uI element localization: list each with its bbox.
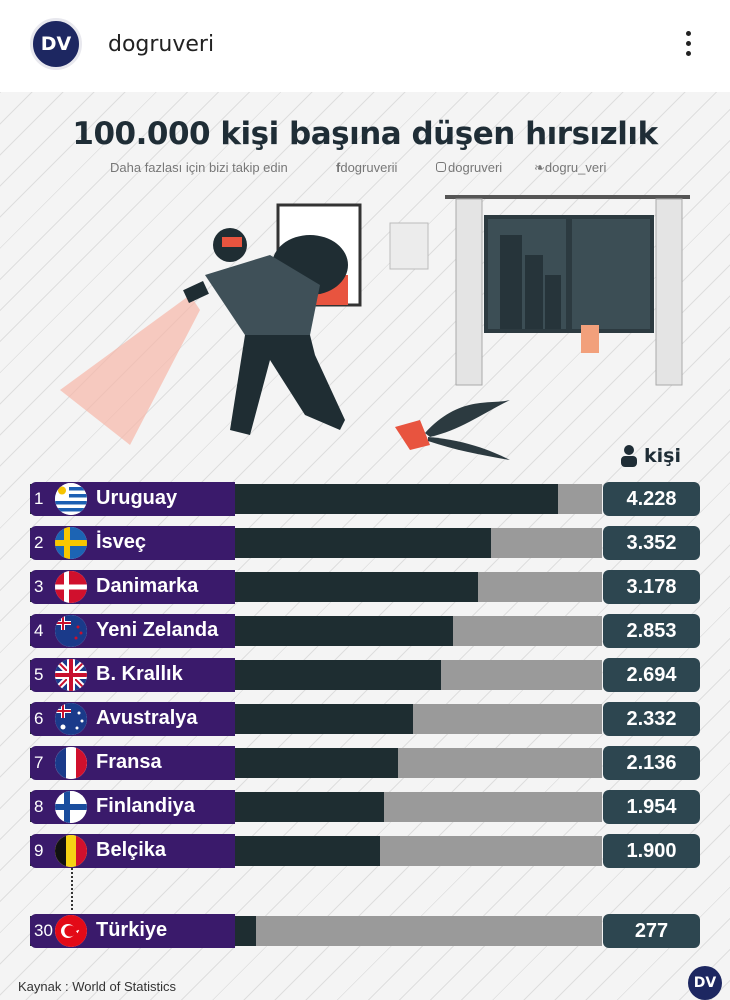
follow-text: Daha fazlası için bizi takip edin — [110, 160, 288, 175]
bar-row: 30 Türkiye 277 — [30, 914, 700, 948]
rank-label: 3 — [34, 577, 44, 596]
country-label: 4 Yeni Zelanda — [30, 614, 235, 648]
instagram-icon — [436, 162, 446, 172]
value-label: 2.853 — [603, 614, 700, 648]
rank-label: 7 — [34, 753, 44, 772]
more-options-icon[interactable] — [678, 28, 698, 64]
denmark-flag — [55, 571, 87, 603]
value-label: 1.954 — [603, 790, 700, 824]
value-label: 3.352 — [603, 526, 700, 560]
post-header: DV dogruveri — [0, 0, 730, 92]
curtain-rod — [445, 195, 690, 199]
page-title: 100.000 kişi başına düşen hırsızlık — [72, 116, 658, 152]
australia-flag — [55, 703, 87, 735]
instagram-handle: dogruveri — [436, 160, 502, 175]
new-zealand-flag — [55, 615, 87, 647]
uk-flag — [55, 659, 87, 691]
flashlight-beam — [60, 295, 200, 445]
country-label: 9 Belçika — [30, 834, 235, 868]
bar-row: 5 B. Krallık 2.694 — [30, 658, 700, 692]
country-label: 30 Türkiye — [30, 914, 235, 948]
france-flag — [55, 747, 87, 779]
rank-label: 1 — [34, 489, 44, 508]
value-label: 2.332 — [603, 702, 700, 736]
twitter-handle: ❧dogru_veri — [534, 160, 607, 175]
country-name: İsveç — [96, 531, 147, 553]
country-label: 5 B. Krallık — [30, 658, 235, 692]
country-name: Avustralya — [96, 707, 198, 729]
rank-label: 6 — [34, 709, 44, 728]
bar-row: 3 Danimarka 3.178 — [30, 570, 700, 604]
bar-row: 4 Yeni Zelanda 2.853 — [30, 614, 700, 648]
country-label: 3 Danimarka — [30, 570, 235, 604]
rank-gap-dots — [71, 868, 73, 910]
rank-label: 9 — [34, 841, 44, 860]
bar-row: 6 Avustralya 2.332 — [30, 702, 700, 736]
unit-legend: kişi — [620, 444, 681, 468]
belgium-flag — [55, 835, 87, 867]
country-name: Belçika — [96, 839, 167, 861]
account-name[interactable]: dogruveri — [108, 32, 215, 57]
country-label: 2 İsveç — [30, 526, 235, 560]
facebook-icon: f — [336, 160, 341, 175]
finland-flag — [55, 791, 87, 823]
country-label: 1 Uruguay — [30, 482, 235, 516]
bar-row: 7 Fransa 2.136 — [30, 746, 700, 780]
bar-row: 8 Finlandiya 1.954 — [30, 790, 700, 824]
value-label: 277 — [603, 914, 700, 948]
unit-label: kişi — [644, 445, 681, 467]
rank-label: 8 — [34, 797, 44, 816]
rank-label: 2 — [34, 533, 44, 552]
twitter-icon: ❧ — [534, 160, 545, 175]
value-label: 2.136 — [603, 746, 700, 780]
rank-label: 5 — [34, 665, 44, 684]
value-label: 1.900 — [603, 834, 700, 868]
country-name: Yeni Zelanda — [96, 619, 219, 641]
country-name: B. Krallık — [96, 663, 183, 685]
uruguay-flag — [55, 483, 87, 515]
country-name: Türkiye — [96, 919, 168, 941]
source-note: Kaynak : World of Statistics — [18, 979, 176, 994]
country-label: 8 Finlandiya — [30, 790, 235, 824]
facebook-handle: fdogruverii — [336, 160, 398, 175]
sweden-flag — [55, 527, 87, 559]
rank-label: 4 — [34, 621, 44, 640]
country-label: 6 Avustralya — [30, 702, 235, 736]
bar-row: 9 Belçika 1.900 — [30, 834, 700, 868]
bar-row: 2 İsveç 3.352 — [30, 526, 700, 560]
turkey-flag — [55, 915, 87, 947]
country-name: Finlandiya — [96, 795, 195, 817]
country-name: Fransa — [96, 751, 162, 773]
bar-row: 1 Uruguay 4.228 — [30, 482, 700, 516]
country-label: 7 Fransa — [30, 746, 235, 780]
country-name: Uruguay — [96, 487, 178, 509]
person-icon — [621, 445, 637, 467]
rank-label: 30 — [34, 921, 53, 940]
brand-logo: DV — [688, 966, 722, 1000]
avatar[interactable]: DV — [30, 18, 82, 70]
burglar-illustration — [60, 195, 690, 460]
value-label: 4.228 — [603, 482, 700, 516]
value-label: 3.178 — [603, 570, 700, 604]
country-name: Danimarka — [96, 575, 199, 597]
value-label: 2.694 — [603, 658, 700, 692]
